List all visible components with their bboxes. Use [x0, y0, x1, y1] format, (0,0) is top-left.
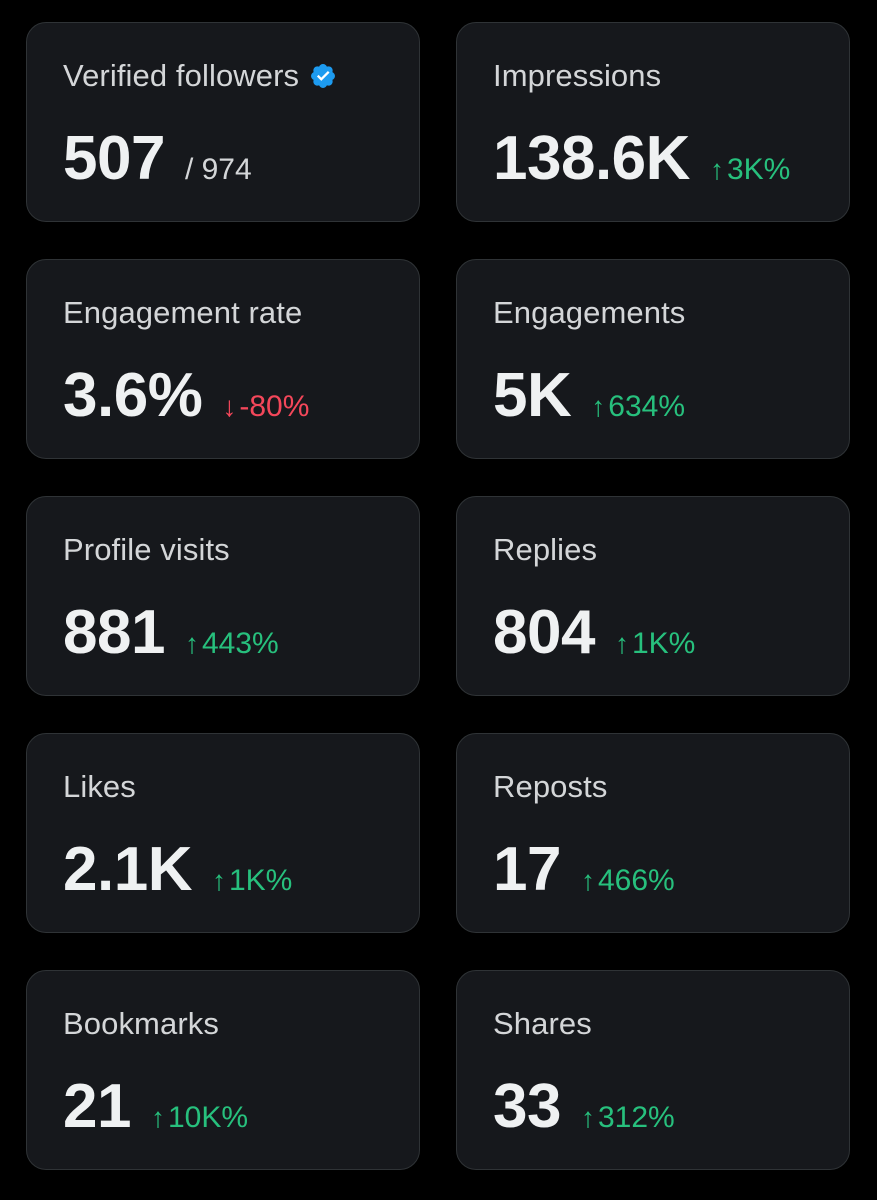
change-value: 466% — [597, 864, 675, 897]
arrow-up-icon: ↑ — [211, 865, 226, 896]
arrow-down-icon: ↓ — [222, 391, 237, 422]
card-total: / 974 — [184, 153, 252, 186]
card-label: Engagements — [493, 295, 686, 330]
card-profile-visits[interactable]: Profile visits 881 ↑ 443% — [26, 496, 420, 696]
card-reposts[interactable]: Reposts 17 ↑ 466% — [456, 733, 850, 933]
analytics-grid: Verified followers 507 / 974 Impressions… — [26, 22, 850, 1170]
card-label: Reposts — [493, 769, 608, 804]
verified-badge-icon — [309, 62, 337, 90]
card-value: 33 — [493, 1072, 561, 1141]
change-indicator: ↑ 3K% — [710, 153, 790, 187]
arrow-up-icon: ↑ — [184, 628, 199, 659]
card-engagement-rate[interactable]: Engagement rate 3.6% ↓ -80% — [26, 259, 420, 459]
card-value: 2.1K — [63, 835, 192, 904]
card-value: 507 — [63, 124, 165, 193]
arrow-up-icon: ↑ — [580, 1102, 595, 1133]
change-indicator: ↑ 1K% — [615, 627, 695, 661]
change-value: 312% — [597, 1101, 675, 1134]
card-impressions[interactable]: Impressions 138.6K ↑ 3K% — [456, 22, 850, 222]
card-value: 21 — [63, 1072, 131, 1141]
card-label: Bookmarks — [63, 1006, 219, 1041]
arrow-up-icon: ↑ — [614, 628, 629, 659]
arrow-up-icon: ↑ — [591, 391, 606, 422]
change-indicator: ↑ 1K% — [212, 864, 292, 898]
card-value: 5K — [493, 361, 572, 430]
card-label: Likes — [63, 769, 136, 804]
card-value: 804 — [493, 598, 595, 667]
change-indicator: ↑ 10K% — [151, 1101, 248, 1135]
change-indicator: ↑ 466% — [581, 864, 675, 898]
change-value: 10K% — [167, 1101, 249, 1134]
card-label: Engagement rate — [63, 295, 303, 330]
change-value: 3K% — [726, 153, 791, 186]
card-value: 3.6% — [63, 361, 203, 430]
card-likes[interactable]: Likes 2.1K ↑ 1K% — [26, 733, 420, 933]
card-bookmarks[interactable]: Bookmarks 21 ↑ 10K% — [26, 970, 420, 1170]
change-value: 1K% — [228, 864, 293, 897]
card-label: Profile visits — [63, 532, 230, 567]
card-label: Impressions — [493, 58, 662, 93]
change-value: 443% — [201, 627, 279, 660]
arrow-up-icon: ↑ — [580, 865, 595, 896]
change-value: 634% — [608, 390, 685, 423]
card-engagements[interactable]: Engagements 5K ↑ 634% — [456, 259, 850, 459]
card-label: Shares — [493, 1006, 592, 1041]
arrow-up-icon: ↑ — [150, 1102, 165, 1133]
change-indicator: ↑ 443% — [185, 627, 279, 661]
card-value: 138.6K — [493, 124, 690, 193]
arrow-up-icon: ↑ — [709, 154, 724, 185]
card-replies[interactable]: Replies 804 ↑ 1K% — [456, 496, 850, 696]
card-value: 881 — [63, 598, 165, 667]
card-value: 17 — [493, 835, 561, 904]
card-verified-followers[interactable]: Verified followers 507 / 974 — [26, 22, 420, 222]
change-indicator: ↑ 312% — [581, 1101, 675, 1135]
change-value: -80% — [239, 390, 310, 423]
change-value: 1K% — [631, 627, 696, 660]
card-shares[interactable]: Shares 33 ↑ 312% — [456, 970, 850, 1170]
card-label: Replies — [493, 532, 598, 567]
card-label: Verified followers — [63, 58, 300, 93]
change-indicator: ↑ 634% — [591, 390, 685, 424]
change-indicator: ↓ -80% — [222, 390, 309, 424]
